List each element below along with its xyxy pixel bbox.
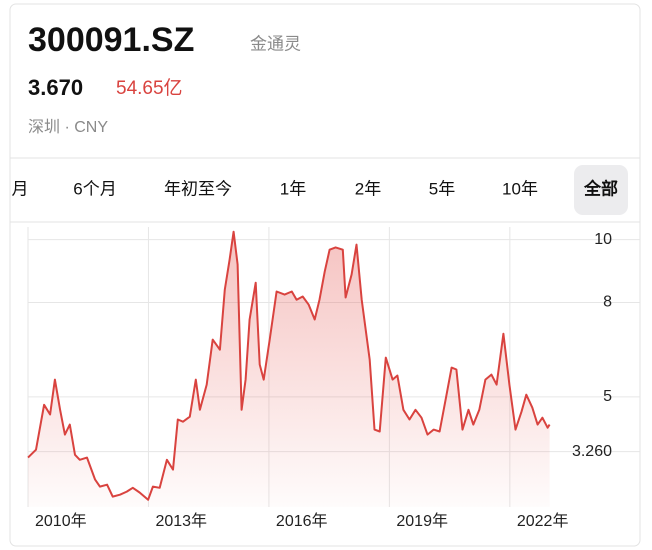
plot: 2010年 2013年 2016年 2019年 2022年 10 8 5 3.260	[27, 227, 640, 530]
y-tick-label: 8	[603, 294, 612, 311]
range-tab[interactable]: 5年	[429, 179, 455, 198]
price-line	[27, 230, 551, 501]
x-tick-label: 2016年	[276, 512, 328, 530]
range-tab[interactable]: 1年	[280, 179, 306, 198]
range-tab[interactable]: 6个月	[73, 179, 116, 198]
exchange: 深圳 · CNY	[28, 118, 108, 136]
y-tick-label: 5	[603, 388, 612, 405]
market-cap: 54.65亿	[116, 77, 183, 99]
range-tab[interactable]: 2年	[355, 179, 381, 198]
y-tick-label: 10	[594, 231, 612, 248]
company-name: 金通灵	[250, 34, 301, 53]
y-tick-label: 3.260	[572, 443, 612, 460]
price-area	[28, 231, 550, 507]
x-tick-label: 2010年	[35, 512, 87, 530]
range-tab[interactable]: 年初至今	[164, 179, 232, 198]
x-tick-label: 2013年	[155, 512, 207, 530]
range-tab[interactable]: 全部	[583, 178, 618, 198]
range-tabs: 月 6个月 年初至今 1年 2年 5年 10年 全部	[12, 165, 628, 215]
x-tick-label: 2019年	[396, 512, 448, 530]
range-tab[interactable]: 10年	[502, 179, 538, 198]
x-tick-label: 2022年	[517, 512, 569, 530]
symbol: 300091.SZ	[28, 21, 194, 59]
range-tab[interactable]: 月	[12, 179, 29, 198]
tab-highlight	[574, 165, 628, 215]
price: 3.670	[28, 75, 83, 100]
